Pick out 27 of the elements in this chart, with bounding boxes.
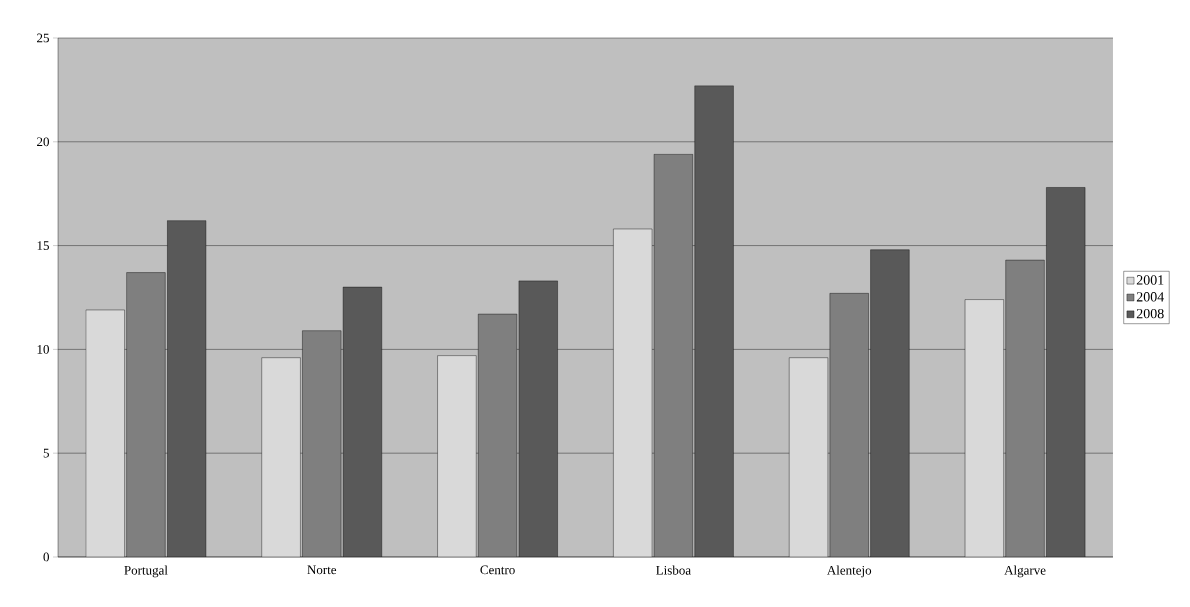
x-tick-label: Portugal xyxy=(124,565,168,578)
bar xyxy=(478,313,518,557)
x-tick-label: Algarve xyxy=(1004,565,1046,578)
bar xyxy=(613,228,653,557)
bar xyxy=(126,272,166,557)
bar xyxy=(653,154,693,557)
bar xyxy=(964,299,1004,557)
bar xyxy=(261,357,301,557)
y-tick-label: 5 xyxy=(43,448,49,458)
y-tick-label: 0 xyxy=(43,552,49,562)
y-tick-label: 10 xyxy=(37,345,49,354)
bar xyxy=(302,330,342,557)
y-tick-label: 15 xyxy=(37,241,49,250)
x-tick-label: Centro xyxy=(480,565,515,575)
y-tick-label: 25 xyxy=(37,33,49,43)
bar xyxy=(437,355,477,557)
x-tick-label: Alentejo xyxy=(826,565,872,578)
bar xyxy=(85,309,125,557)
legend-label: 2001 xyxy=(1136,275,1164,285)
bar xyxy=(829,293,869,557)
y-tick-label: 20 xyxy=(37,137,49,147)
bar xyxy=(1005,259,1045,557)
x-tick-label: Lisboa xyxy=(656,565,691,575)
legend-label: 2008 xyxy=(1136,308,1164,319)
bar xyxy=(789,357,829,557)
legend-label: 2004 xyxy=(1136,292,1165,302)
x-tick-label: Norte xyxy=(307,565,337,575)
